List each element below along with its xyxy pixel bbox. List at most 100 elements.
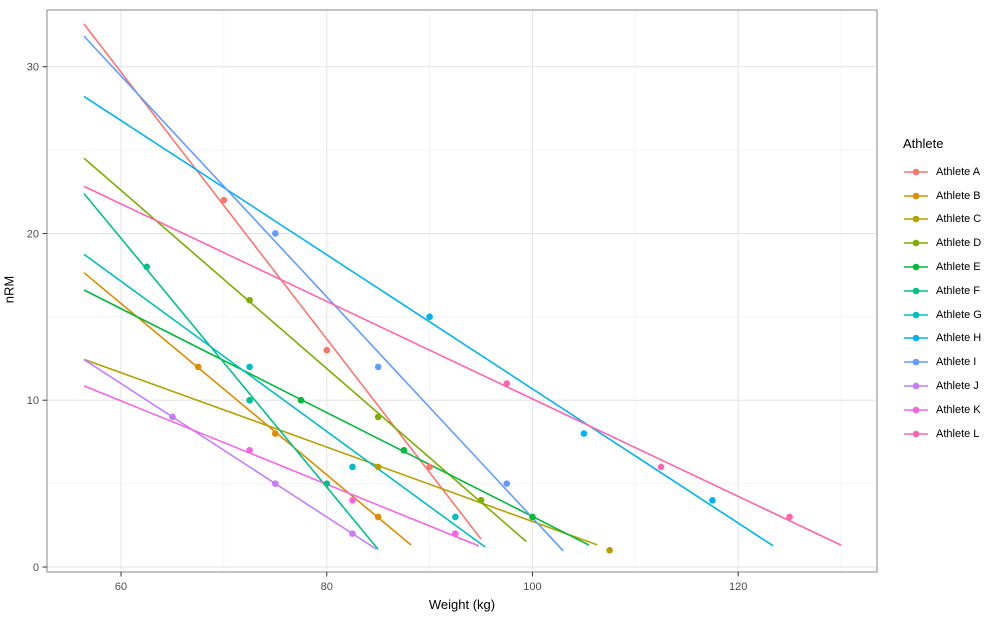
y-tick-label: 30 [27, 62, 39, 74]
legend: Athlete Athlete A Athlete B Athlete C Athle… [903, 136, 982, 446]
legend-key-swatch [904, 239, 928, 247]
data-point [374, 463, 382, 471]
data-point [529, 513, 536, 521]
data-point [297, 396, 305, 404]
legend-key-swatch [904, 430, 928, 437]
legend-item-label: Athlete C [936, 213, 982, 226]
x-tick-label: 60 [115, 581, 127, 593]
data-point [349, 463, 356, 471]
data-point [426, 463, 433, 471]
data-point [143, 263, 151, 271]
legend-item: Athlete F [903, 279, 982, 303]
data-point [246, 396, 253, 404]
legend-key-point [912, 216, 920, 223]
plot-panel [47, 10, 877, 572]
data-point [452, 513, 459, 521]
legend-item: Athlete C [903, 208, 982, 232]
data-point [477, 496, 485, 504]
legend-item: Athlete B [903, 184, 982, 208]
data-point [374, 413, 382, 421]
legend-item: Athlete G [903, 303, 982, 327]
legend-key-point [912, 358, 920, 366]
legend-item-label: Athlete G [936, 308, 982, 321]
data-point [709, 496, 716, 504]
legend-item-label: Athlete I [936, 356, 977, 369]
legend-key-swatch [904, 311, 928, 318]
legend-item: Athlete I [903, 350, 982, 374]
trend-line [83, 385, 480, 547]
data-point [580, 430, 588, 437]
data-point [220, 196, 228, 204]
legend-item: Athlete K [903, 398, 982, 422]
trend-line [83, 193, 379, 550]
legend-key-point [912, 335, 920, 342]
legend-key-swatch [904, 192, 928, 199]
data-point [246, 446, 253, 454]
data-point [323, 480, 331, 487]
legend-item-label: Athlete H [936, 332, 982, 345]
data-point [657, 463, 665, 471]
x-tick-label: 120 [729, 581, 747, 593]
data-point [323, 346, 331, 354]
y-tick-label: 0 [33, 562, 39, 574]
legend-title: Athlete [903, 136, 944, 151]
data-point [374, 363, 382, 371]
data-point [374, 513, 382, 521]
data-point [169, 413, 176, 421]
legend-item: Athlete J [903, 374, 982, 398]
data-point [272, 230, 279, 237]
y-axis-title: nRM [1, 275, 17, 304]
data-point [246, 363, 253, 371]
data-point [452, 530, 459, 537]
data-point [349, 496, 356, 504]
legend-item-label: Athlete B [936, 189, 981, 202]
legend-item-label: Athlete K [936, 403, 981, 416]
legend-item: Athlete L [903, 422, 982, 446]
legend-key-swatch [904, 168, 928, 176]
legend-key-point [912, 192, 920, 199]
legend-item-label: Athlete F [936, 284, 981, 297]
y-tick-label: 10 [27, 395, 39, 407]
legend-item-label: Athlete L [936, 427, 980, 440]
legend-key-point [912, 406, 920, 414]
data-point [272, 430, 279, 437]
legend-item: Athlete A [903, 160, 982, 184]
legend-key-swatch [904, 216, 928, 223]
legend-key-point [912, 168, 920, 176]
legend-key-point [912, 263, 920, 271]
trend-line [83, 253, 486, 548]
legend-items: Athlete A Athlete B Athlete C Athlete D Athl… [903, 160, 982, 446]
panel-border [46, 9, 878, 573]
x-tick-label: 80 [321, 581, 333, 593]
legend-item-label: Athlete A [936, 165, 981, 178]
x-axis-title: Weight (kg) [428, 597, 496, 612]
data-point [194, 363, 202, 371]
trend-line [83, 35, 564, 552]
legend-key-point [912, 430, 920, 437]
legend-key-swatch [904, 382, 928, 390]
data-point [349, 530, 356, 537]
legend-key-swatch [904, 358, 928, 366]
legend-key-swatch [904, 263, 928, 271]
legend-item-label: Athlete J [936, 380, 979, 393]
trend-line [83, 289, 590, 546]
trend-line [83, 23, 482, 540]
data-point [246, 296, 253, 304]
legend-item: Athlete E [903, 255, 982, 279]
y-tick-label: 20 [27, 228, 39, 240]
data-point [426, 313, 433, 321]
legend-key-point [912, 239, 920, 247]
trend-line [83, 358, 598, 546]
data-point [786, 513, 793, 521]
data-point [503, 480, 511, 487]
legend-key-swatch [904, 406, 928, 414]
data-point [503, 380, 511, 387]
legend-item-label: Athlete E [936, 261, 981, 274]
legend-key-swatch [904, 287, 928, 295]
legend-key-point [912, 311, 920, 318]
data-point [272, 480, 279, 487]
legend-item: Athlete D [903, 231, 982, 255]
data-point [400, 446, 408, 454]
